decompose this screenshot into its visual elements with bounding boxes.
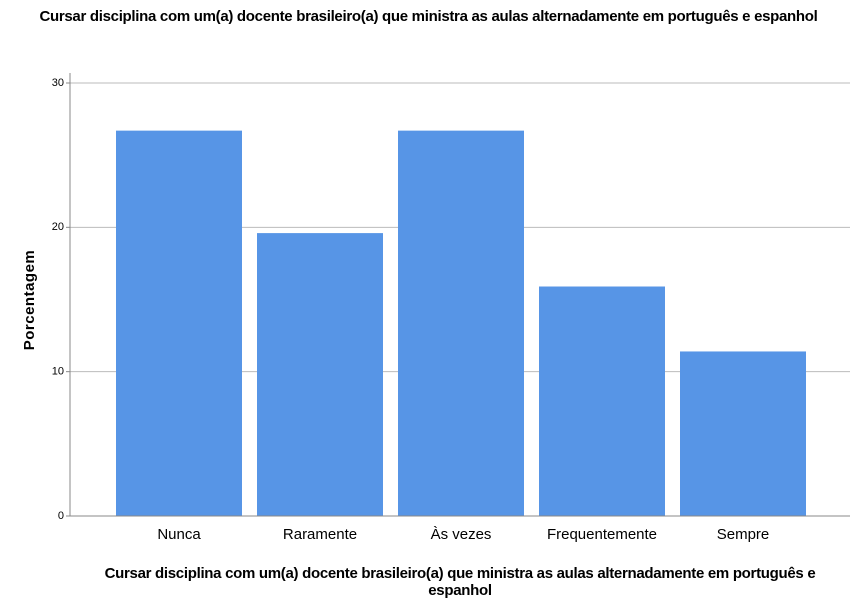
x-tick-label: Sempre: [717, 526, 770, 543]
bar: [680, 351, 806, 516]
y-tick-label: 10: [52, 366, 64, 378]
bar: [257, 233, 383, 516]
y-tick-label: 20: [52, 221, 64, 233]
x-tick-label: Às vezes: [431, 526, 492, 543]
bar: [539, 286, 665, 516]
x-tick-label: Raramente: [283, 526, 357, 543]
bar: [398, 130, 524, 516]
bar: [116, 130, 242, 516]
y-tick-label: 30: [52, 77, 64, 89]
x-tick-label: Nunca: [157, 526, 201, 543]
chart: Porcentagem 0 10 20 30 Nunca Raramente Às veze…: [21, 73, 850, 543]
x-tick-label: Frequentemente: [547, 526, 657, 543]
y-tick-label: 0: [58, 510, 64, 522]
x-axis-label: Cursar disciplina com um(a) docente bras…: [104, 565, 816, 599]
y-axis-label: Porcentagem: [21, 250, 38, 351]
chart-title: Cursar disciplina com um(a) docente bras…: [39, 8, 818, 25]
